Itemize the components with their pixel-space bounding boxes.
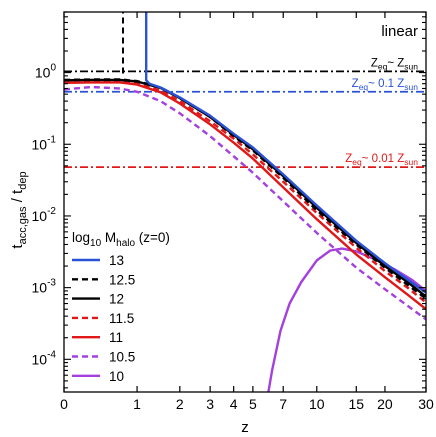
- y-axis-title: tacc,gas / tdep: [9, 171, 29, 248]
- y-tick-label: 10-4: [32, 349, 57, 367]
- x-tick-label: 0: [60, 396, 68, 412]
- y-tick-label: 10-2: [32, 206, 57, 224]
- x-tick-label: 5: [249, 396, 257, 412]
- series-line: [64, 80, 426, 304]
- series-lines: [64, 12, 426, 392]
- reference-lines: Zeq~ Zsun Zeq~ 0.1 Zsun Zeq~ 0.01 Zsun: [64, 57, 426, 169]
- x-tick-label: 15: [348, 396, 364, 412]
- x-tick-label: 3: [206, 396, 214, 412]
- legend-label: 10: [109, 369, 124, 384]
- series-line: [144, 12, 426, 294]
- reference-line-label: Zeq~ 0.1 Zsun: [352, 78, 419, 92]
- x-tick-label: 4: [230, 396, 238, 412]
- legend: log10 Mhalo (z=0) 13 12.5 12 11.5 11 10.5 10: [72, 230, 170, 384]
- x-tick-label: 1: [133, 396, 141, 412]
- x-axis-title: z: [241, 419, 249, 436]
- y-tick-label: 10-1: [32, 134, 57, 152]
- x-axis: 0 1 2 3 4 5 7 10 15 20 30: [60, 12, 434, 412]
- x-tick-label: 2: [176, 396, 184, 412]
- x-tick-label: 20: [377, 396, 393, 412]
- legend-title: log10 Mhalo (z=0): [72, 230, 170, 249]
- series-line: [64, 85, 426, 321]
- legend-label: 12: [109, 292, 124, 307]
- legend-label: 13: [109, 253, 124, 268]
- legend-label: 10.5: [109, 350, 135, 365]
- x-tick-label: 10: [309, 396, 325, 412]
- series-line: [64, 78, 426, 300]
- plot-frame: [63, 11, 427, 393]
- panel-label: linear: [381, 23, 418, 40]
- y-axis: 10-4 10-3 10-2 10-1 100: [32, 11, 426, 389]
- reference-line-label: Zeq~ 0.01 Zsun: [345, 153, 418, 167]
- y-tick-label: 100: [35, 63, 57, 81]
- reference-line-label: Zeq~ Zsun: [371, 57, 418, 71]
- x-tick-label: 30: [418, 396, 434, 412]
- legend-label: 11.5: [109, 311, 134, 326]
- legend-label: 12.5: [109, 272, 135, 287]
- x-tick-label: 7: [279, 396, 287, 412]
- plot-background: [64, 12, 426, 392]
- legend-label: 11: [109, 330, 123, 345]
- y-tick-label: 10-3: [32, 278, 57, 296]
